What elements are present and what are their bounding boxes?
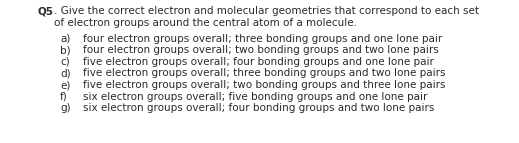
Text: . Give the correct electron and molecular geometries that correspond to each set: . Give the correct electron and molecula…	[54, 6, 479, 28]
Text: five electron groups overall; two bonding groups and three lone pairs: five electron groups overall; two bondin…	[83, 80, 445, 90]
Text: b): b)	[60, 45, 71, 55]
Text: six electron groups overall; five bonding groups and one lone pair: six electron groups overall; five bondin…	[83, 92, 427, 102]
Text: five electron groups overall; three bonding groups and two lone pairs: five electron groups overall; three bond…	[83, 68, 445, 79]
Text: Q5: Q5	[38, 6, 54, 16]
Text: four electron groups overall; two bonding groups and two lone pairs: four electron groups overall; two bondin…	[83, 45, 439, 55]
Text: four electron groups overall; three bonding groups and one lone pair: four electron groups overall; three bond…	[83, 34, 442, 44]
Text: six electron groups overall; four bonding groups and two lone pairs: six electron groups overall; four bondin…	[83, 103, 434, 113]
Text: d): d)	[60, 68, 71, 79]
Text: f): f)	[60, 92, 68, 102]
Text: a): a)	[60, 34, 71, 44]
Text: five electron groups overall; four bonding groups and one lone pair: five electron groups overall; four bondi…	[83, 57, 434, 67]
Text: c): c)	[60, 57, 70, 67]
Text: e): e)	[60, 80, 71, 90]
Text: g): g)	[60, 103, 71, 113]
